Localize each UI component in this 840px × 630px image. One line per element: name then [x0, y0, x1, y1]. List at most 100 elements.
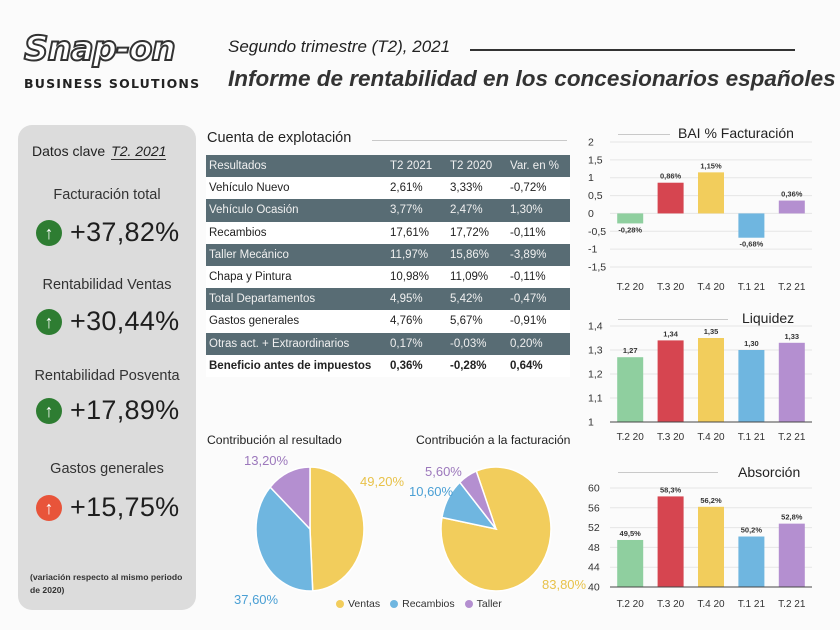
pie-slice-ventas: [309, 466, 365, 592]
x-tick-label: T.4 20: [697, 599, 725, 610]
table-cell: -0,91%: [507, 310, 570, 333]
legend-swatch: [336, 600, 344, 608]
income-statement-table: Resultados T2 2021 T2 2020 Var. en % Veh…: [206, 155, 570, 377]
table-cell: -0,11%: [507, 265, 570, 289]
data-label: 1,35: [704, 327, 719, 336]
table-cell: 11,97%: [387, 243, 447, 266]
table-cell: 10,98%: [387, 265, 447, 289]
x-tick-label: T.2 21: [778, 282, 806, 293]
table-cell: 5,42%: [447, 288, 507, 311]
pie-legend: Ventas Recambios Taller: [336, 598, 502, 610]
x-tick-label: T.1 21: [738, 282, 766, 293]
pie-label: 49,20%: [360, 474, 405, 489]
bar: [617, 539, 644, 587]
table-cell: -0,03%: [447, 332, 507, 355]
bar: [738, 350, 765, 422]
kpi-value: +30,44%: [70, 306, 180, 336]
up-arrow-icon: ↑: [36, 308, 62, 335]
key-data-note: (variación respecto al mismo periodo de …: [30, 572, 183, 595]
pie-slice-taller: [269, 466, 311, 531]
pie-label: 13,20%: [244, 453, 289, 468]
chart-title-bai: BAI % Facturación: [678, 125, 794, 141]
legend-item: Ventas: [336, 598, 380, 610]
column-header: T2 2021: [387, 155, 447, 178]
legend-swatch: [390, 600, 399, 608]
x-tick-label: T.2 20: [617, 432, 645, 443]
table-cell: 4,76%: [387, 310, 447, 333]
kpi-row: ↑ +30,44%: [36, 306, 179, 337]
table-cell: -3,89%: [507, 243, 570, 266]
y-tick-label: 1,1: [588, 393, 603, 405]
data-label: 1,30: [744, 339, 759, 348]
chart-title-rule: [618, 134, 670, 135]
key-data-panel: Datos clave T2. 2021 Facturación total ↑ …: [18, 125, 196, 610]
table-cell: Taller Mecánico: [206, 243, 387, 266]
x-tick-label: T.3 20: [657, 282, 685, 293]
x-tick-label: T.2 20: [617, 599, 645, 610]
up-arrow-icon: ↑: [36, 397, 62, 424]
data-label: 0,36%: [781, 190, 803, 199]
y-tick-label: 48: [588, 542, 600, 554]
chart-title-rule: [618, 319, 728, 320]
bar: [698, 172, 724, 214]
pie-chart-result: [255, 466, 365, 592]
kpi-value: +17,89%: [70, 395, 180, 425]
y-tick-label: 1,5: [588, 154, 603, 166]
table-title-rule: [372, 140, 567, 141]
table-row: Chapa y Pintura 10,98% 11,09% -0,11%: [206, 265, 570, 289]
kpi-label: Rentabilidad Ventas: [42, 277, 172, 293]
x-tick-label: T.3 20: [657, 432, 685, 443]
logo-subtitle: BUSINESS SOLUTIONS: [24, 76, 201, 91]
table-cell: 15,86%: [447, 243, 507, 266]
bar: [617, 357, 644, 422]
pie-title-revenue: Contribución a la facturación: [416, 433, 571, 447]
kpi-label: Facturación total: [53, 187, 161, 203]
table-cell: 3,77%: [387, 199, 447, 222]
legend-item: Taller: [464, 598, 502, 610]
bar: [778, 523, 805, 587]
data-label: 52,8%: [781, 513, 803, 522]
logo-wordmark: Snap-on: [23, 29, 177, 69]
table-cell: 1,30%: [507, 199, 570, 222]
y-tick-label: 0,5: [588, 190, 603, 202]
kpi-label: Rentabilidad Posventa: [34, 368, 180, 384]
data-label: 1,27: [623, 346, 638, 355]
bar: [778, 342, 805, 422]
pie-slice-recambios: [255, 485, 314, 592]
kpi-row: ↑ +17,89%: [36, 395, 179, 426]
up-arrow-icon: ↑: [36, 219, 62, 246]
table-title: Cuenta de explotación: [207, 130, 352, 146]
x-tick-label: T.1 21: [738, 432, 766, 443]
table-cell: 0,17%: [387, 332, 447, 355]
data-label: -0,28%: [618, 225, 642, 234]
bar-chart-bai: -1,5 -1 -0,5 0 0,5 1 1,5 2 -0,28% T.2 20 0,86% T.3 …: [588, 137, 812, 293]
table-cell: 0,36%: [387, 354, 447, 377]
table-cell: -0,47%: [507, 288, 570, 311]
table-row: Taller Mecánico 11,97% 15,86% -3,89%: [206, 243, 570, 266]
report-period: Segundo trimestre (T2), 2021: [228, 37, 451, 56]
table-row: Total Departamentos 4,95% 5,42% -0,47%: [206, 288, 570, 311]
table-cell: Recambios: [206, 221, 387, 244]
x-tick-label: T.2 21: [778, 432, 806, 443]
table-cell: Beneficio antes de impuestos: [206, 354, 387, 377]
table-header-row: Resultados T2 2021 T2 2020 Var. en %: [206, 155, 570, 178]
y-tick-label: 40: [588, 582, 600, 594]
x-tick-label: T.2 21: [778, 599, 806, 610]
y-tick-label: 60: [588, 483, 600, 495]
kpi-row: ↑ +37,82%: [36, 217, 179, 248]
key-data-heading: Datos clave T2. 2021: [32, 143, 167, 160]
y-tick-label: -1: [588, 244, 597, 256]
table-cell: 2,61%: [387, 177, 447, 200]
chart-title-absorcion: Absorción: [738, 464, 801, 480]
table-cell: 0,64%: [507, 354, 570, 377]
y-tick-label: 1: [588, 417, 594, 429]
table-cell: 17,61%: [387, 221, 447, 244]
data-label: 50,2%: [741, 526, 763, 535]
legend-item: Recambios: [390, 598, 455, 610]
data-label: 1,33: [784, 332, 799, 341]
table-cell: Chapa y Pintura: [206, 265, 387, 289]
bar: [738, 536, 765, 587]
y-tick-label: -0,5: [588, 226, 606, 238]
y-tick-label: 52: [588, 522, 600, 534]
x-tick-label: T.4 20: [697, 432, 725, 443]
